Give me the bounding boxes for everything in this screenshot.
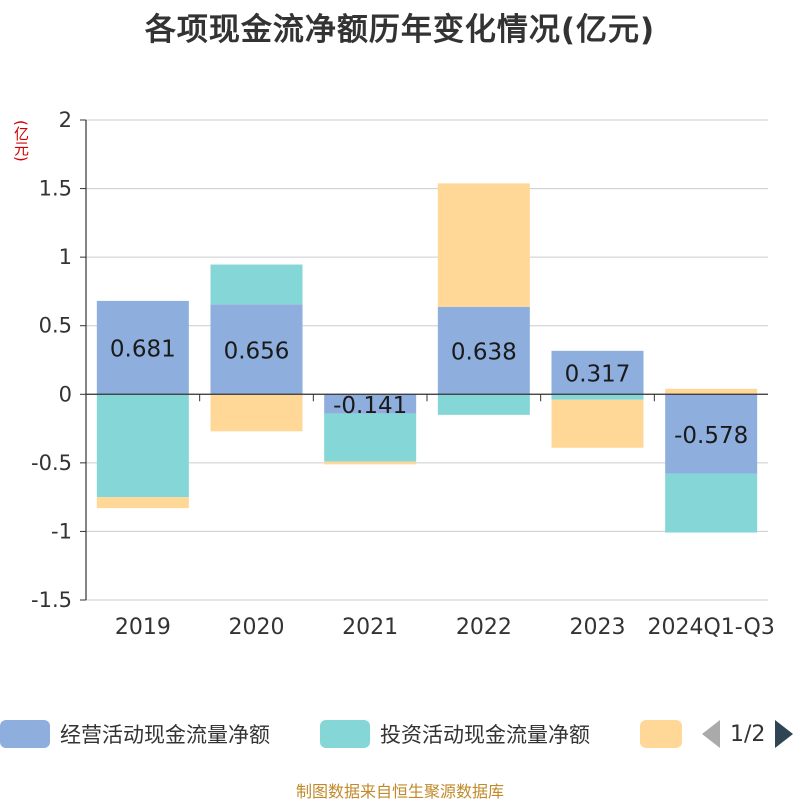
bar-segment-series-1 bbox=[665, 394, 758, 474]
bar-data-label: 0.638 bbox=[451, 340, 517, 366]
legend-item-financing[interactable] bbox=[640, 712, 692, 756]
legend-prev-page-icon[interactable] bbox=[702, 720, 720, 748]
chart-legend: 经营活动现金流量净额 投资活动现金流量净额 1/2 bbox=[0, 712, 800, 756]
legend-pager: 1/2 bbox=[702, 712, 794, 756]
bar-segment-series-3 bbox=[96, 497, 189, 509]
y-tick-label: 1 bbox=[59, 245, 72, 269]
bar-segment-series-3 bbox=[665, 388, 758, 395]
bar-segment-series-3 bbox=[210, 394, 303, 432]
bar-segment-series-1 bbox=[437, 306, 530, 395]
legend-item-investing[interactable]: 投资活动现金流量净额 bbox=[320, 712, 590, 756]
bar-segment-series-2 bbox=[551, 394, 644, 400]
bar-segment-series-1 bbox=[96, 300, 189, 395]
y-tick-label: -0.5 bbox=[31, 451, 72, 475]
x-category-label: 2020 bbox=[229, 615, 285, 640]
legend-swatch-investing bbox=[320, 720, 370, 748]
x-category-label: 2022 bbox=[456, 615, 512, 640]
bar-data-label: 0.656 bbox=[224, 338, 290, 364]
legend-label-operating: 经营活动现金流量净额 bbox=[60, 723, 270, 747]
bar-data-label: -0.141 bbox=[333, 393, 407, 419]
bar-segment-series-2 bbox=[210, 264, 303, 305]
bar-segment-series-3 bbox=[324, 461, 417, 465]
y-tick-label: 1.5 bbox=[39, 177, 72, 201]
bar-segment-series-1 bbox=[551, 350, 644, 395]
bar-segment-series-3 bbox=[437, 183, 530, 307]
legend-label-investing: 投资活动现金流量净额 bbox=[380, 723, 590, 747]
y-axis-unit-label: (亿元) bbox=[12, 120, 30, 162]
legend-next-page-icon[interactable] bbox=[775, 720, 794, 748]
bar-segment-series-1 bbox=[324, 394, 417, 414]
legend-swatch-operating bbox=[0, 720, 50, 748]
legend-item-operating[interactable]: 经营活动现金流量净额 bbox=[0, 712, 270, 756]
bar-segment-series-1 bbox=[210, 304, 303, 395]
data-source-note: 制图数据来自恒生聚源数据库 bbox=[295, 782, 504, 801]
bar-data-label: 0.681 bbox=[110, 337, 176, 363]
y-tick-label: -1.5 bbox=[31, 588, 72, 612]
y-tick-label: -1 bbox=[51, 519, 72, 543]
y-tick-label: 2 bbox=[59, 108, 72, 132]
bar-segment-series-2 bbox=[324, 413, 417, 462]
bar-data-label: -0.578 bbox=[674, 423, 748, 449]
bar-segment-series-3 bbox=[551, 399, 644, 448]
bar-segment-series-2 bbox=[437, 394, 530, 415]
legend-page-indicator: 1/2 bbox=[730, 721, 766, 747]
x-category-label: 2023 bbox=[570, 615, 626, 640]
bar-segment-series-2 bbox=[96, 394, 189, 498]
bar-data-label: 0.317 bbox=[565, 362, 631, 388]
y-tick-label: 0.5 bbox=[39, 314, 72, 338]
bar-segment-series-2 bbox=[665, 473, 758, 533]
x-category-label: 2021 bbox=[342, 615, 398, 640]
stacked-bar-chart: 2 1.5 1 0.5 0 -0.5 -1 -1.5 0.681 0.656 -0.141 0.638… bbox=[31, 108, 775, 640]
chart-title: 各项现金流净额历年变化情况(亿元) bbox=[144, 12, 656, 48]
legend-swatch-financing bbox=[640, 720, 682, 748]
x-category-label: 2019 bbox=[115, 615, 171, 640]
x-category-label: 2024Q1-Q3 bbox=[647, 615, 774, 640]
y-tick-label: 0 bbox=[59, 382, 72, 406]
